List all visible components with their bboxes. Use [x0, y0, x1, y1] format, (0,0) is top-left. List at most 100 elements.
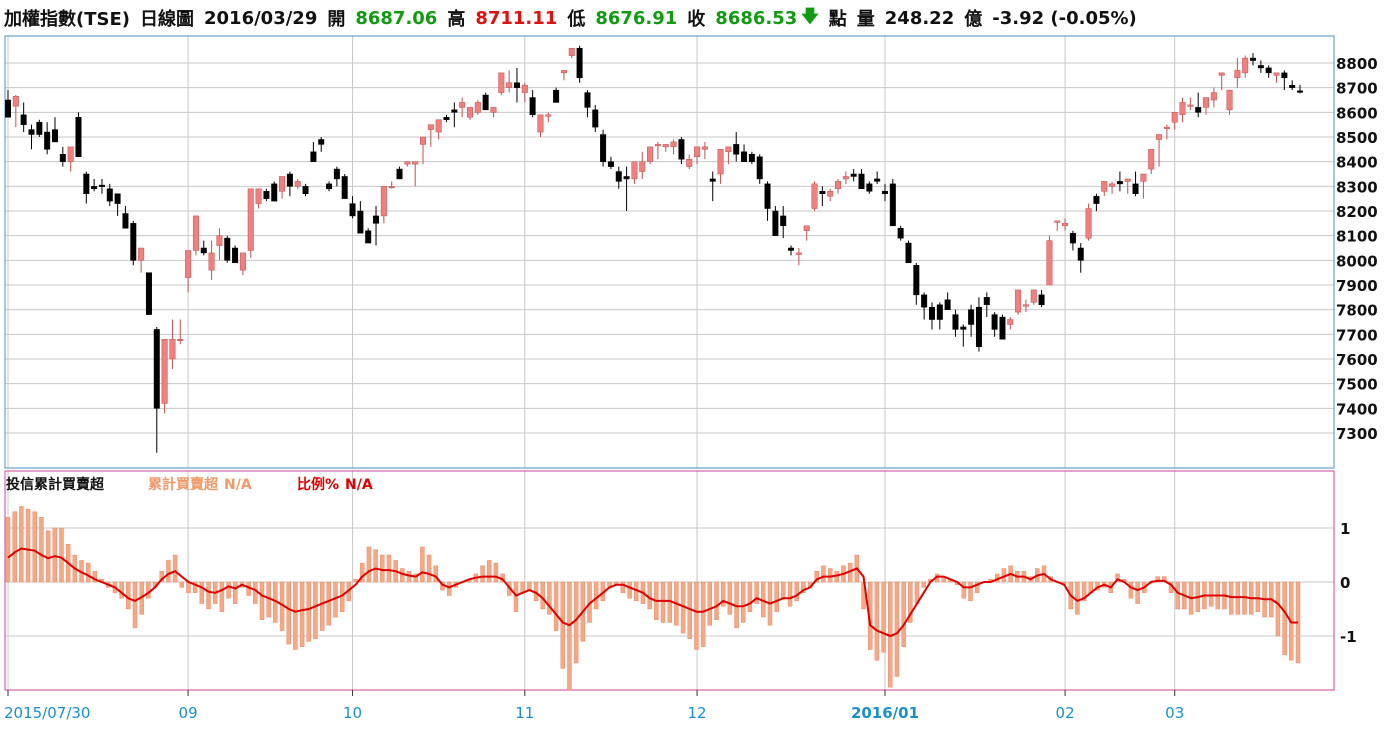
candle-body: [294, 181, 301, 187]
candle-body: [216, 235, 223, 246]
candle: [545, 112, 552, 123]
candle-body: [1116, 181, 1123, 185]
candle: [506, 70, 513, 93]
candle-body: [310, 151, 317, 162]
candle: [1140, 173, 1147, 199]
candle-body: [365, 230, 372, 244]
candle-body: [106, 188, 113, 202]
price-tick-label: 7600: [1336, 351, 1378, 369]
candle: [521, 82, 528, 103]
candle: [1022, 299, 1029, 313]
candle: [866, 181, 873, 194]
candle: [999, 314, 1006, 340]
candle-body: [1257, 65, 1264, 69]
candle-body: [114, 193, 121, 204]
candle-body: [51, 129, 58, 143]
candle-body: [474, 102, 481, 113]
candle: [1250, 53, 1257, 66]
candle-body: [850, 173, 857, 177]
candle: [396, 166, 403, 180]
flow-bar: [540, 581, 545, 610]
flow-bar: [172, 554, 178, 583]
flow-bar: [319, 581, 325, 631]
candle: [333, 166, 340, 187]
flow-tick-label: -1: [1340, 628, 1357, 646]
candle-body: [271, 183, 278, 202]
candle: [1195, 92, 1202, 118]
flow-bar: [961, 581, 967, 599]
candle: [427, 124, 434, 147]
price-tick-label: 7500: [1336, 376, 1378, 394]
flow-bar: [1282, 581, 1287, 656]
candle: [1203, 97, 1210, 115]
candle: [952, 309, 959, 337]
flow-bar: [179, 581, 184, 588]
candle: [639, 151, 646, 179]
candle: [192, 215, 199, 256]
flow-bar: [1275, 581, 1281, 637]
candle-body: [1132, 183, 1139, 194]
candle-body: [75, 117, 82, 157]
candle: [1015, 289, 1022, 315]
candle: [827, 188, 834, 202]
flow-bar: [827, 568, 833, 583]
candle: [670, 139, 677, 155]
candle-body: [741, 151, 748, 162]
candle: [1046, 235, 1053, 286]
flow-bar: [1208, 581, 1214, 607]
candle-body: [623, 176, 630, 180]
candle-body: [98, 184, 105, 187]
flow-bar: [166, 560, 171, 583]
candle-body: [537, 114, 544, 133]
flow-bar: [560, 581, 565, 669]
candle: [662, 144, 669, 152]
price-tick-label: 7800: [1336, 302, 1378, 320]
candle-body: [326, 183, 333, 190]
candle-body: [858, 173, 865, 190]
candle: [756, 154, 763, 184]
candle-body: [513, 82, 520, 88]
flow-bar: [192, 581, 198, 594]
candle-body: [122, 213, 129, 229]
flow-bar: [146, 581, 151, 599]
candle-body: [1273, 72, 1280, 76]
candle: [1148, 149, 1155, 174]
candle: [91, 178, 98, 192]
candle: [459, 97, 466, 118]
candle-body: [1007, 319, 1014, 325]
candle: [44, 122, 51, 155]
candle-body: [506, 82, 513, 88]
candle-body: [373, 215, 380, 224]
candle-body: [1289, 84, 1296, 88]
candle-body: [905, 242, 912, 264]
candle: [819, 186, 826, 207]
candle: [161, 339, 168, 414]
candle: [36, 119, 43, 137]
candle-body: [357, 210, 364, 234]
candle: [380, 186, 387, 224]
candle-body: [208, 252, 215, 271]
flow-bar: [126, 581, 131, 610]
flow-bar: [567, 581, 572, 691]
price-axis: 7300 7400 7500 7600 7700 7800 7900 8000 8100 8200…: [1336, 55, 1378, 443]
candle-body: [232, 247, 239, 264]
candle: [341, 174, 348, 199]
candle-body: [1085, 208, 1092, 239]
candle: [255, 188, 262, 209]
candle: [1179, 97, 1186, 123]
flow-bar: [714, 581, 719, 620]
candle-body: [639, 161, 646, 172]
candle-body: [827, 191, 834, 197]
candle-body: [145, 272, 152, 315]
candle: [717, 149, 724, 184]
high-label: 高: [447, 9, 466, 30]
flow-bar: [32, 511, 37, 583]
candle: [897, 225, 904, 241]
candle: [247, 188, 254, 258]
date-tick-label: 11: [515, 704, 534, 722]
candle-body: [788, 247, 795, 251]
candle-body: [130, 223, 137, 261]
date-tick-label: 2016/01: [851, 704, 919, 722]
candle: [1109, 181, 1116, 194]
candle: [420, 136, 426, 165]
